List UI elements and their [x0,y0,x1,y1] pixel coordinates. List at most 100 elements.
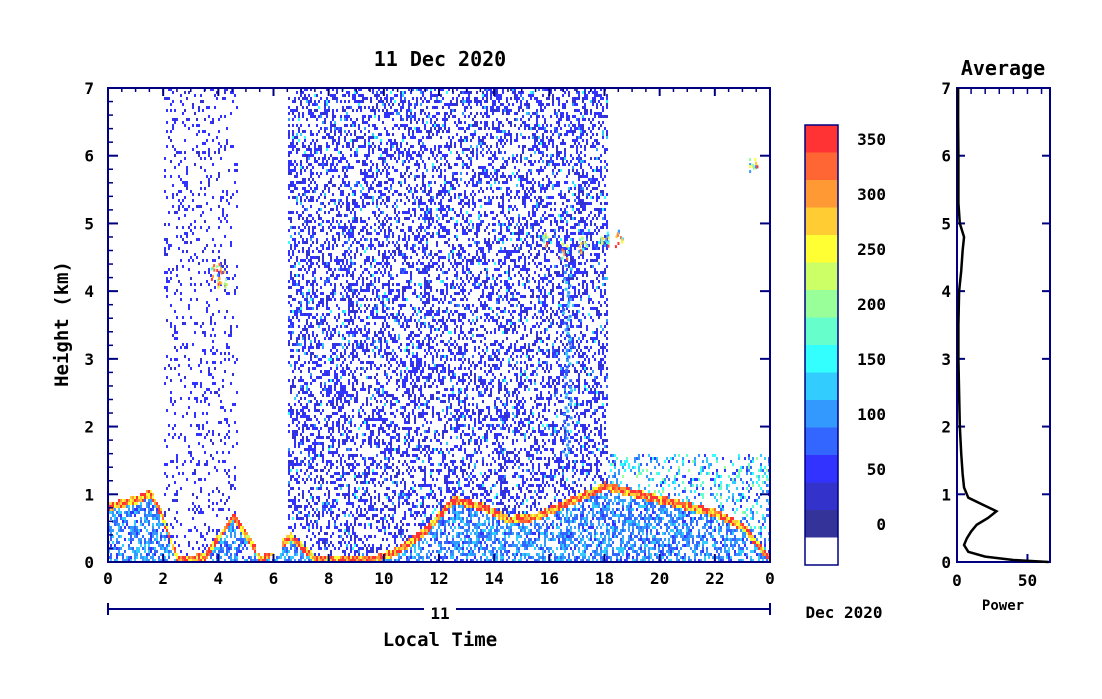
heatmap-cell [332,289,334,292]
heatmap-cell [194,397,196,400]
heatmap-cell [174,310,176,313]
heatmap-cell [240,523,242,526]
heatmap-cell [136,499,138,502]
heatmap-cell [392,235,394,238]
heatmap-cell [202,100,204,103]
heatmap-cell [134,511,136,514]
heatmap-cell [374,514,376,517]
heatmap-cell [302,250,304,253]
heatmap-cell [114,508,116,511]
heatmap-cell [370,436,372,439]
heatmap-cell [304,94,306,97]
heatmap-cell [408,238,410,241]
heatmap-cell [200,556,202,559]
heatmap-cell [384,553,386,556]
heatmap-cell [378,220,380,223]
heatmap-cell [172,145,174,148]
heatmap-cell [378,499,380,502]
heatmap-cell [408,130,410,133]
heatmap-cell [326,556,328,559]
heatmap-cell [314,451,316,454]
heatmap-cell [360,373,362,376]
heatmap-cell [400,493,402,496]
heatmap-cell [330,136,332,139]
heatmap-cell [370,136,372,139]
heatmap-cell [194,385,196,388]
heatmap-cell [394,253,396,256]
heatmap-cell [324,502,326,505]
heatmap-cell [334,94,336,97]
heatmap-cell [318,223,320,226]
heatmap-cell [380,97,382,100]
heatmap-cell [172,553,174,556]
heatmap-cell [306,208,308,211]
heatmap-cell [306,280,308,283]
heatmap-cell [236,286,238,289]
heatmap-cell [352,139,354,142]
heatmap-cell [132,532,134,535]
heatmap-cell [224,502,226,505]
heatmap-cell [216,556,218,559]
heatmap-cell [140,556,142,559]
heatmap-cell [244,538,246,541]
heatmap-cell [158,520,160,523]
heatmap-cell [198,553,200,556]
heatmap-cell [386,148,388,151]
heatmap-cell [312,307,314,310]
heatmap-cell [362,136,364,139]
heatmap-cell [330,439,332,442]
heatmap-cell [332,226,334,229]
heatmap-cell [364,328,366,331]
heatmap-cell [302,346,304,349]
heatmap-cell [346,214,348,217]
heatmap-cell [390,97,392,100]
heatmap-cell [322,331,324,334]
heatmap-cell [368,283,370,286]
heatmap-cell [188,127,190,130]
heatmap-cell [342,556,344,559]
heatmap-cell [190,241,192,244]
heatmap-cell [118,505,120,508]
heatmap-cell [176,511,178,514]
heatmap-cell [294,238,296,241]
heatmap-cell [388,523,390,526]
heatmap-cell [396,124,398,127]
heatmap-cell [316,463,318,466]
heatmap-cell [334,139,336,142]
heatmap-cell [382,517,384,520]
heatmap-cell [180,160,182,163]
heatmap-cell [330,298,332,301]
heatmap-cell [346,439,348,442]
heatmap-cell [320,115,322,118]
heatmap-cell [398,157,400,160]
heatmap-cell [190,391,192,394]
heatmap-cell [332,115,334,118]
heatmap-cell [362,220,364,223]
heatmap-cell [186,343,188,346]
heatmap-cell [320,319,322,322]
heatmap-cell [378,295,380,298]
heatmap-cell [392,535,394,538]
heatmap-cell [404,553,406,556]
heatmap-cell [360,265,362,268]
heatmap-cell [190,316,192,319]
heatmap-cell [292,451,294,454]
heatmap-cell [342,415,344,418]
heatmap-cell [328,520,330,523]
heatmap-cell [110,538,112,541]
heatmap-cell [312,226,314,229]
heatmap-cell [294,526,296,529]
heatmap-cell [326,526,328,529]
heatmap-cell [350,328,352,331]
heatmap-cell [316,376,318,379]
heatmap-cell [404,328,406,331]
heatmap-cell [354,517,356,520]
heatmap-cell [352,454,354,457]
heatmap-cell [316,523,318,526]
heatmap-cell [354,475,356,478]
heatmap-cell [288,211,290,214]
heatmap-cell [388,112,390,115]
heatmap-cell [322,190,324,193]
heatmap-cell [282,541,284,544]
heatmap-cell [218,151,220,154]
